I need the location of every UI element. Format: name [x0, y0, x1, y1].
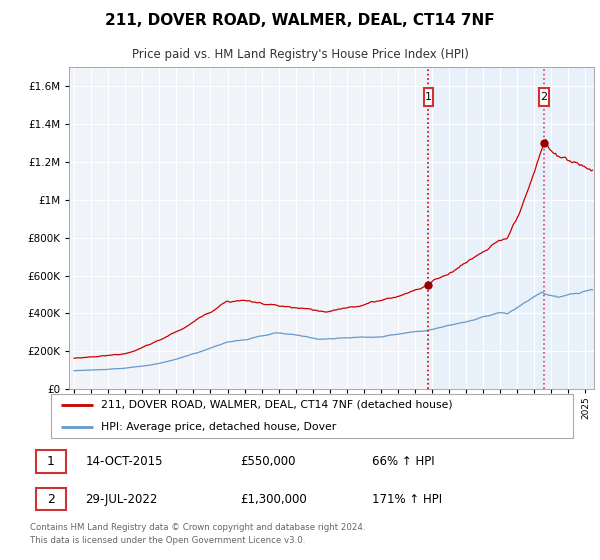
Text: 211, DOVER ROAD, WALMER, DEAL, CT14 7NF (detached house): 211, DOVER ROAD, WALMER, DEAL, CT14 7NF … [101, 400, 452, 410]
Text: 171% ↑ HPI: 171% ↑ HPI [372, 493, 442, 506]
Text: £1,300,000: £1,300,000 [240, 493, 307, 506]
Text: 1: 1 [47, 455, 55, 468]
Bar [424, 88, 433, 106]
Text: 14-OCT-2015: 14-OCT-2015 [85, 455, 163, 468]
Text: 1: 1 [425, 92, 432, 102]
Text: 211, DOVER ROAD, WALMER, DEAL, CT14 7NF: 211, DOVER ROAD, WALMER, DEAL, CT14 7NF [105, 13, 495, 29]
Text: 66% ↑ HPI: 66% ↑ HPI [372, 455, 435, 468]
FancyBboxPatch shape [50, 394, 574, 438]
Bar [35, 450, 66, 473]
Bar [35, 488, 66, 511]
Text: HPI: Average price, detached house, Dover: HPI: Average price, detached house, Dove… [101, 422, 336, 432]
Text: £550,000: £550,000 [240, 455, 295, 468]
Bar [539, 88, 549, 106]
Text: Contains HM Land Registry data © Crown copyright and database right 2024.
This d: Contains HM Land Registry data © Crown c… [30, 522, 365, 545]
Text: 29-JUL-2022: 29-JUL-2022 [85, 493, 158, 506]
Text: 2: 2 [47, 493, 55, 506]
Text: 2: 2 [541, 92, 548, 102]
Text: Price paid vs. HM Land Registry's House Price Index (HPI): Price paid vs. HM Land Registry's House … [131, 48, 469, 62]
Bar [428, 67, 594, 389]
